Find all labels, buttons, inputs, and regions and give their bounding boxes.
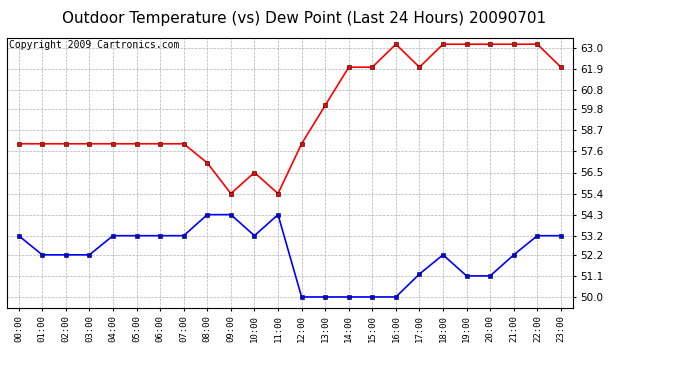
Text: Copyright 2009 Cartronics.com: Copyright 2009 Cartronics.com — [8, 40, 179, 50]
Text: Outdoor Temperature (vs) Dew Point (Last 24 Hours) 20090701: Outdoor Temperature (vs) Dew Point (Last… — [61, 11, 546, 26]
